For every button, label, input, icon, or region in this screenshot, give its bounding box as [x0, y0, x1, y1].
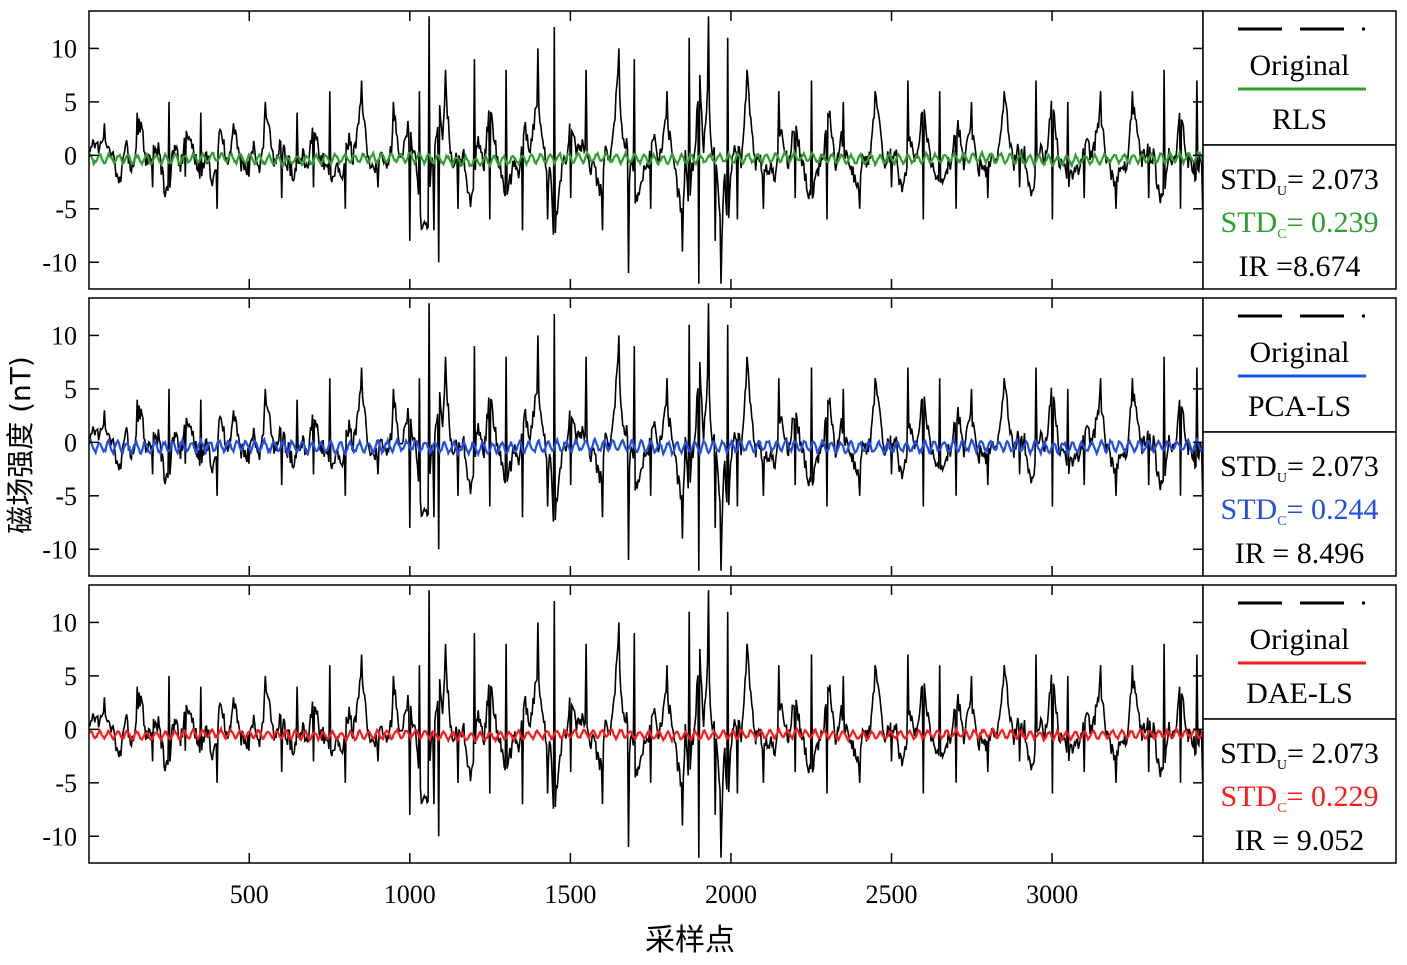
series-original-line: [89, 590, 1203, 858]
legend-method-label: PCA-LS: [1248, 390, 1351, 423]
x-tick-label: 2500: [866, 880, 918, 909]
improvement-ratio-text: IR = 9.052: [1235, 824, 1364, 857]
legend-method-label: RLS: [1272, 103, 1327, 136]
y-tick-label: -10: [42, 248, 77, 277]
std-compensated-text: STDC= 0.239: [1221, 206, 1379, 242]
y-tick-label: 10: [51, 34, 77, 63]
series-rls-line: [89, 148, 1203, 170]
y-tick-label: 5: [64, 662, 77, 691]
legend-box: [1202, 10, 1397, 146]
stats-box: [1202, 718, 1397, 864]
y-tick-label: -5: [55, 195, 77, 224]
x-tick-label: 500: [230, 880, 269, 909]
improvement-ratio-text: IR =8.674: [1239, 250, 1361, 283]
legend-box: [1202, 584, 1397, 720]
panel-rls: 10 5 0 -5 -10 Original RLS STDU= 2.073 STDC= 0.2…: [42, 10, 1397, 290]
y-tick-label: -5: [55, 482, 77, 511]
y-axis-label: 磁场强度 (nT): [4, 356, 37, 534]
y-tick-label: 5: [64, 375, 77, 404]
panel-dae-ls: 10 5 0 -5 -10 500 1000 1500 2000 2500 3000 Original…: [42, 584, 1397, 909]
series-original-line: [89, 303, 1203, 571]
std-compensated-text: STDC= 0.229: [1221, 780, 1379, 816]
std-compensated-text: STDC= 0.244: [1221, 493, 1379, 529]
x-tick-label: 2000: [705, 880, 757, 909]
y-tick-label: -10: [42, 535, 77, 564]
y-tick-label: 5: [64, 88, 77, 117]
y-tick-label: 0: [64, 141, 77, 170]
x-tick-label: 1000: [384, 880, 436, 909]
x-axis-label: 采样点: [645, 923, 735, 958]
x-tick-label: 1500: [544, 880, 596, 909]
legend-original-label: Original: [1250, 336, 1350, 369]
legend-box: [1202, 297, 1397, 433]
stats-box: [1202, 144, 1397, 290]
std-uncompensated-text: STDU= 2.073: [1220, 450, 1379, 486]
y-tick-label: 0: [64, 428, 77, 457]
std-uncompensated-text: STDU= 2.073: [1220, 737, 1379, 773]
improvement-ratio-text: IR = 8.496: [1235, 537, 1364, 570]
y-tick-label: 0: [64, 715, 77, 744]
y-tick-label: -5: [55, 769, 77, 798]
x-tick-label: 3000: [1026, 880, 1078, 909]
stats-box: [1202, 431, 1397, 577]
legend-original-label: Original: [1250, 49, 1350, 82]
y-tick-label: -10: [42, 822, 77, 851]
y-tick-label: 10: [51, 321, 77, 350]
std-uncompensated-text: STDU= 2.073: [1220, 163, 1379, 199]
series-dae-ls-line: [89, 725, 1203, 745]
legend-method-label: DAE-LS: [1246, 677, 1353, 710]
y-tick-label: 10: [51, 608, 77, 637]
legend-original-label: Original: [1250, 623, 1350, 656]
panel-pca-ls: 10 5 0 -5 -10 Original PCA-LS STDU= 2.073 STDC= …: [42, 297, 1397, 577]
series-pca-ls-line: [89, 435, 1203, 459]
series-original-line: [89, 16, 1203, 284]
